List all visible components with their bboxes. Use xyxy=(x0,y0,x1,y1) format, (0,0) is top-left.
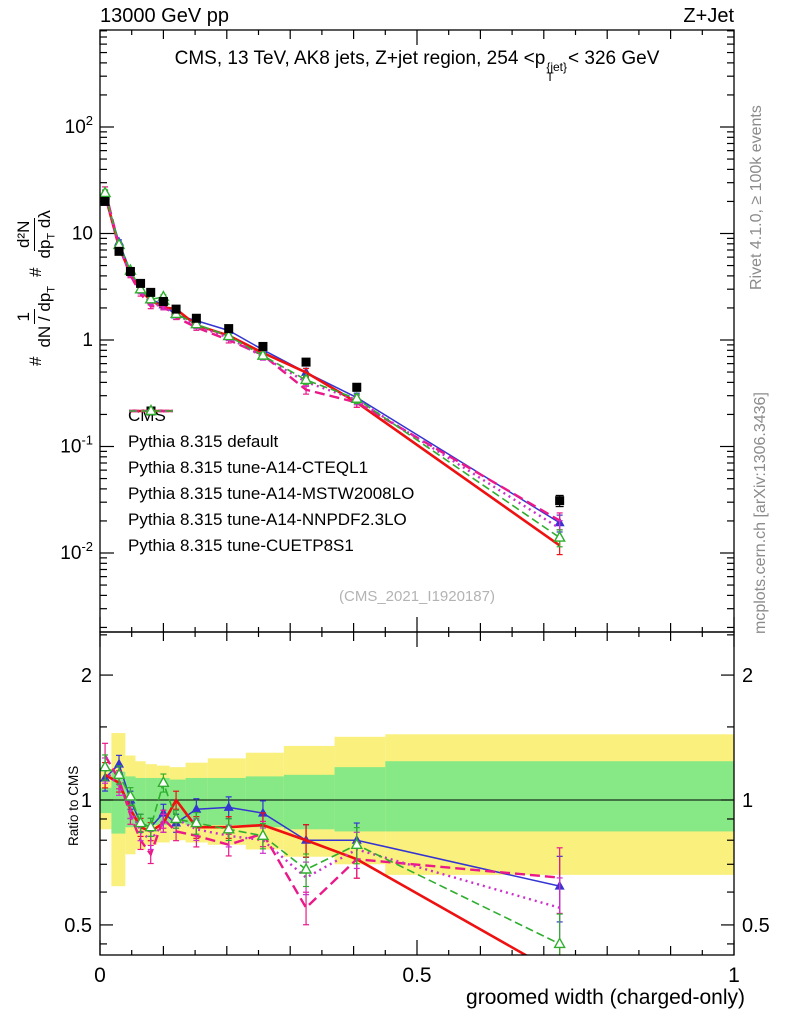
svg-text:0.5: 0.5 xyxy=(742,915,770,937)
svg-text:10: 10 xyxy=(72,224,93,245)
svg-text:10-2: 10-2 xyxy=(60,539,93,564)
ylabel-fraction-2: d²N dpT dλ xyxy=(14,210,57,259)
legend-label: Pythia 8.315 default xyxy=(128,431,279,451)
legend-item: Pythia 8.315 tune-A14-CTEQL1 xyxy=(128,409,414,480)
pt-subscript: T xyxy=(546,70,554,85)
legend-label: Pythia 8.315 tune-A14-CTEQL1 xyxy=(128,457,369,477)
mcplots-reference-note: mcplots.cern.ch [arXiv:1306.3436] xyxy=(752,392,769,634)
rivet-version-note: Rivet 4.1.0, ≥ 100k events xyxy=(748,105,765,290)
analysis-id-watermark: (CMS_2021_I1920187) xyxy=(339,588,495,605)
panel-title: CMS, 13 TeV, AK8 jets, Z+jet region, 254… xyxy=(100,48,734,85)
ylabel-hash-1: # xyxy=(25,356,45,366)
svg-text:10-1: 10-1 xyxy=(60,433,93,458)
x-axis-title: groomed width (charged-only) xyxy=(466,986,745,1009)
svg-text:0.5: 0.5 xyxy=(64,915,92,937)
legend-sample xyxy=(129,404,173,416)
beam-energy-label: 13000 GeV pp xyxy=(100,5,229,27)
svg-text:1: 1 xyxy=(728,964,740,987)
svg-text:102: 102 xyxy=(65,113,93,138)
legend-item: Pythia 8.315 tune-CUETP8S1 xyxy=(128,404,414,558)
legend-label: Pythia 8.315 tune-A14-NNPDF2.3LO xyxy=(128,509,407,529)
svg-text:1: 1 xyxy=(82,330,93,351)
svg-text:0: 0 xyxy=(94,964,106,987)
ratio-y-axis-label: Ratio to CMS xyxy=(66,765,81,846)
ylabel-hash-2: # xyxy=(25,267,45,277)
legend-item: Pythia 8.315 tune-A14-MSTW2008LO xyxy=(128,409,415,506)
process-label: Z+Jet xyxy=(683,5,734,27)
svg-text:1: 1 xyxy=(742,790,753,812)
axis-ticks xyxy=(99,30,735,955)
ratio-series-4 xyxy=(100,754,566,955)
legend-item: Pythia 8.315 default xyxy=(128,405,414,454)
tick-labels: 102 10 1 10-1 10-2 2 2 1 1 0.5 0.5 0 0.5 1 xyxy=(60,113,770,987)
main-y-axis-label: # 1 dN / dpT # d²N dpT dλ xyxy=(14,208,58,366)
panel-title-prefix: CMS, 13 TeV, AK8 jets, Z+jet region, 254… xyxy=(174,48,546,69)
pt-superscript: {jet} xyxy=(546,60,568,74)
panel-title-suffix: < 326 GeV xyxy=(568,48,660,69)
uncertainty-bands xyxy=(100,733,734,887)
legend-item: Pythia 8.315 tune-A14-NNPDF2.3LO xyxy=(128,409,414,532)
svg-text:2: 2 xyxy=(81,665,92,687)
svg-text:2: 2 xyxy=(742,665,753,687)
legend-label: Pythia 8.315 tune-A14-MSTW2008LO xyxy=(128,483,415,503)
pt-jet-stack: {jet} T xyxy=(546,60,568,85)
legend-label: Pythia 8.315 tune-CUETP8S1 xyxy=(128,535,354,555)
ylabel-fraction-1: 1 dN / dpT xyxy=(14,285,57,348)
svg-text:0.5: 0.5 xyxy=(402,964,431,987)
svg-text:1: 1 xyxy=(81,790,92,812)
